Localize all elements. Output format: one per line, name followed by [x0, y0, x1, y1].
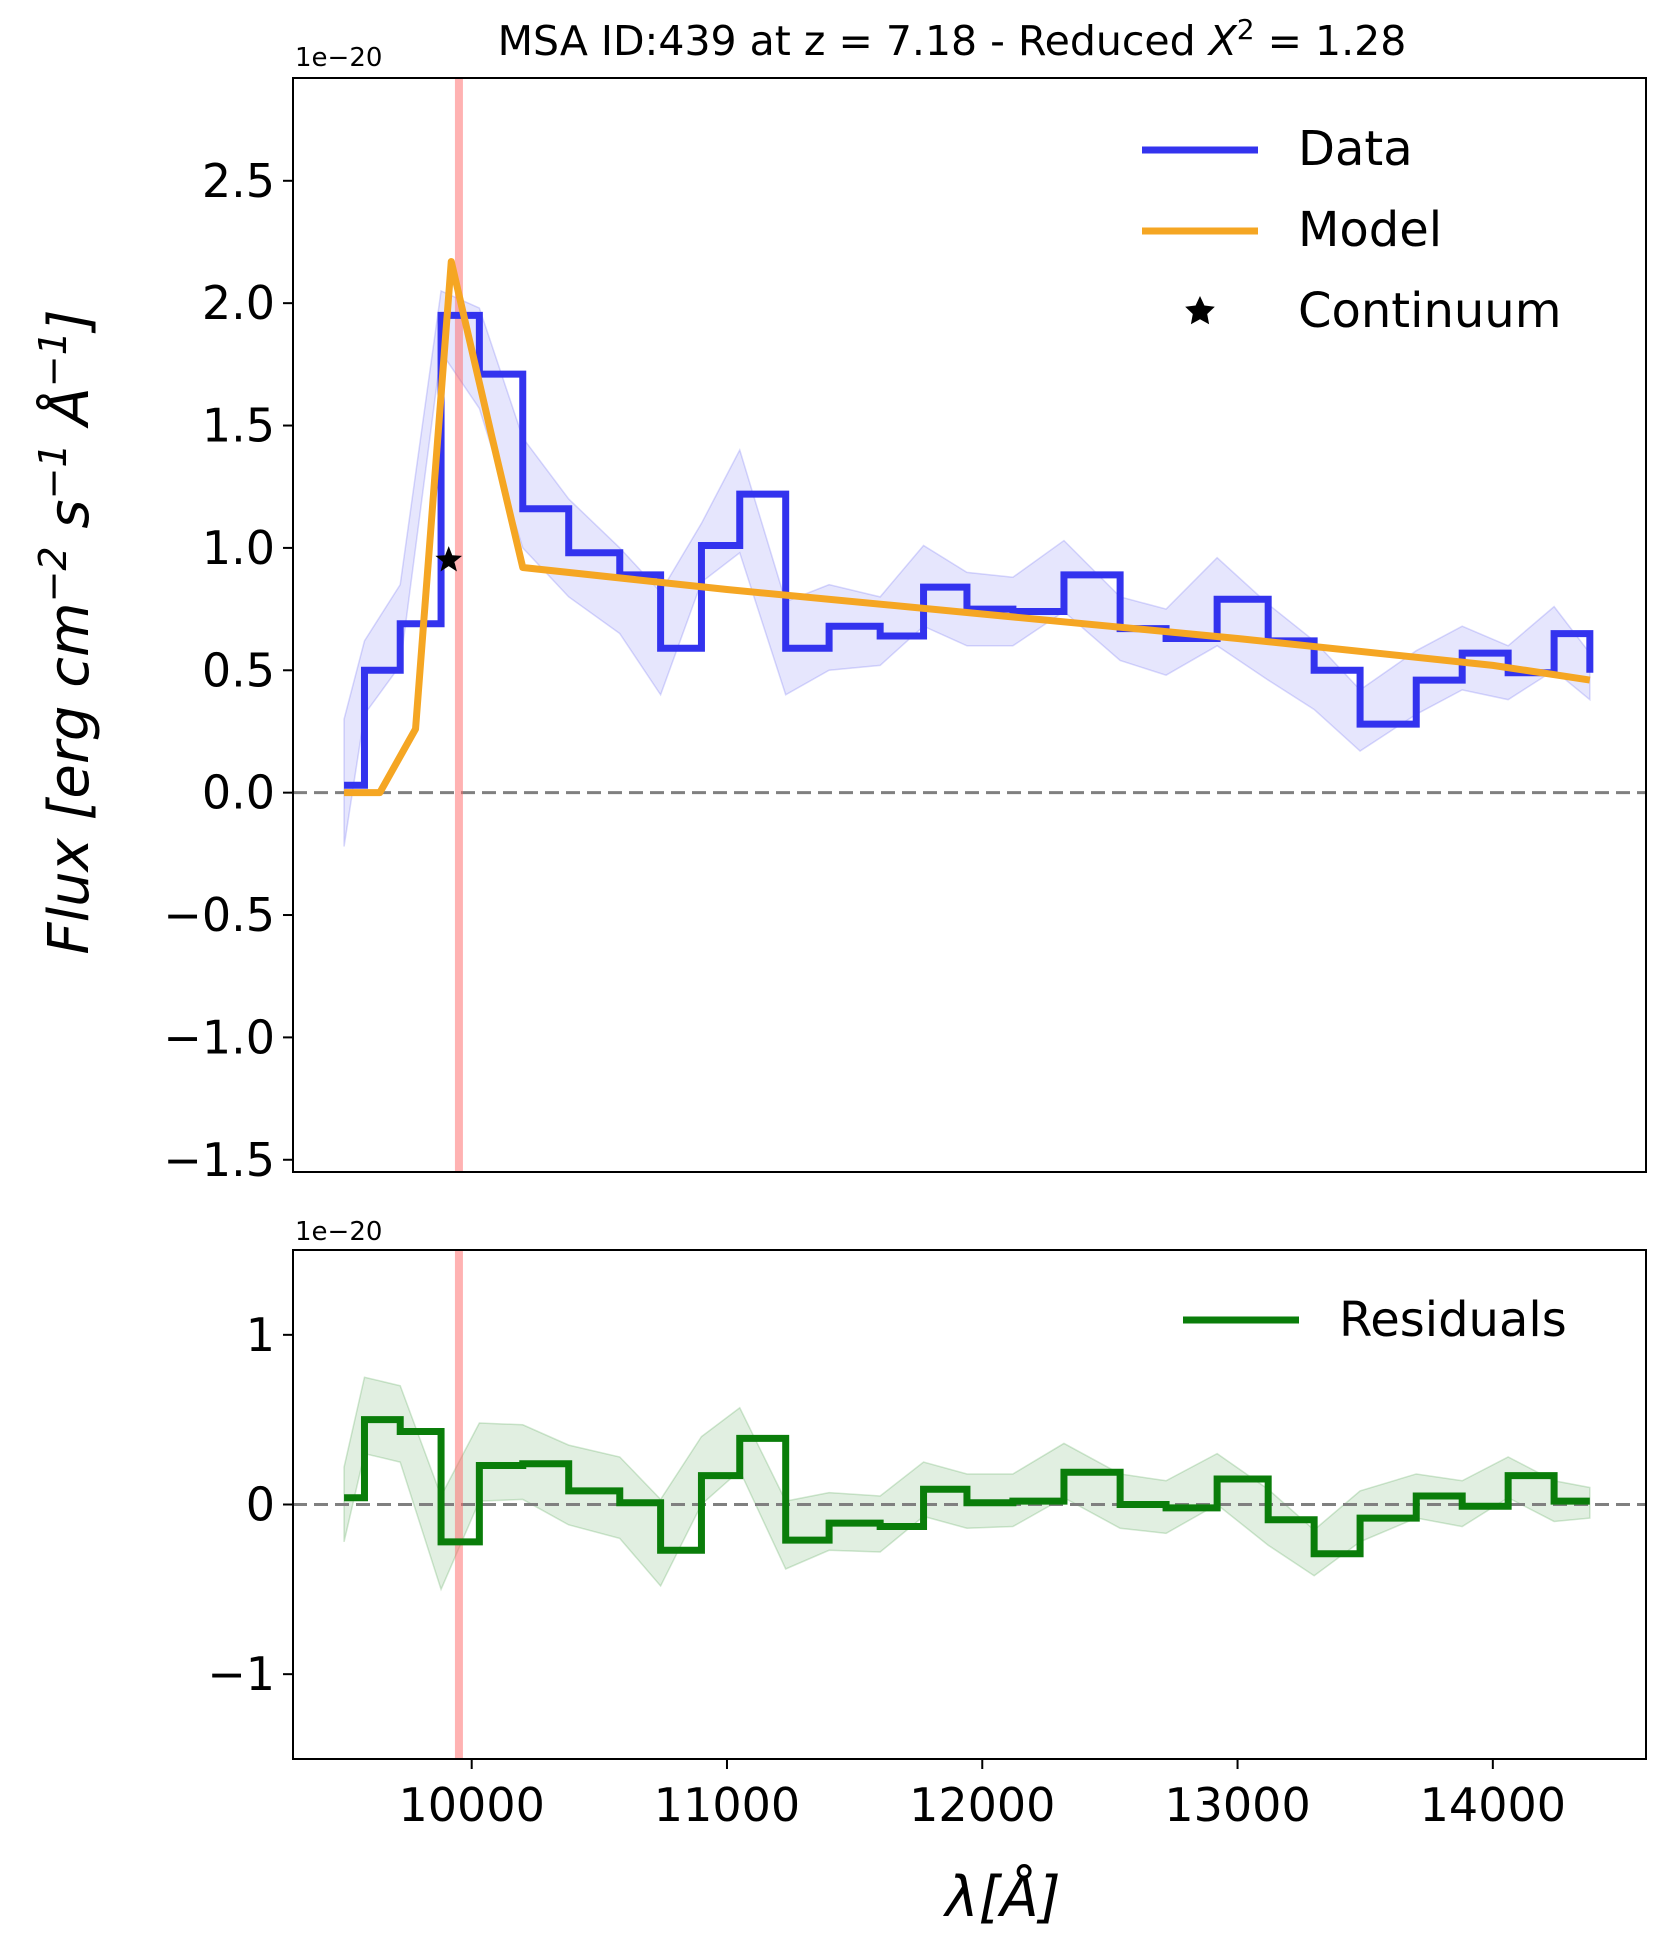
legend-label-model: Model	[1298, 202, 1442, 258]
bottom-xtick-label: 13000	[1164, 1778, 1310, 1832]
x-axis-label: λ[Å]	[942, 1864, 1060, 1930]
top-ytick-label: 2.5	[202, 154, 275, 208]
legend-label-data: Data	[1298, 121, 1413, 177]
top-ytick-label: −1.5	[163, 1133, 275, 1187]
bottom-plot-area	[293, 1250, 1646, 1759]
legend-handle-continuum	[1185, 296, 1215, 325]
bottom-residuals-line	[344, 1416, 1590, 1558]
top-ytick-label: 1.0	[202, 521, 275, 575]
bottom-xtick-label: 11000	[654, 1778, 800, 1832]
bottom-xtick-label: 12000	[909, 1778, 1055, 1832]
top-panel: 2.5 2.0 1.5 1.0 0.5 0.0 −0.5 −1.0 −1.5	[163, 77, 1647, 1187]
legend-label-continuum: Continuum	[1298, 283, 1561, 339]
top-ytick-label: −0.5	[163, 888, 275, 942]
top-ytick-label: 0.5	[202, 643, 275, 697]
bottom-xtick-label: 10000	[399, 1778, 545, 1832]
legend-label-residuals: Residuals	[1339, 1292, 1567, 1348]
chart-title: MSA ID:439 at z = 7.18 - Reduced X2 = 1.…	[498, 13, 1407, 65]
top-axes-frame	[292, 77, 1647, 1173]
top-ytick-label: 1.5	[202, 399, 275, 453]
bottom-offset-text: 1e−20	[295, 1217, 382, 1247]
top-ytick-label: 2.0	[202, 276, 275, 330]
top-ytick-label: 0.0	[202, 766, 275, 820]
top-continuum-point	[435, 546, 463, 572]
bottom-ytick-label: 0	[246, 1478, 275, 1532]
top-offset-text: 1e−20	[295, 43, 382, 73]
bottom-ytick-label: −1	[207, 1647, 275, 1701]
top-model-line	[344, 258, 1591, 797]
bottom-residuals-error-band	[343, 1376, 1591, 1592]
top-plot-area	[293, 78, 1646, 1172]
bottom-panel: 1 0 −1 10000 11000 12000 13000 14000	[207, 1249, 1647, 1832]
top-data-line	[344, 311, 1594, 789]
y-axis-label: Flux [erg cm−2 s−1 Å−1]	[31, 309, 102, 954]
top-ytick-label: −1.0	[163, 1010, 275, 1064]
bottom-xtick-label: 14000	[1420, 1778, 1566, 1832]
bottom-ytick-label: 1	[246, 1308, 275, 1362]
